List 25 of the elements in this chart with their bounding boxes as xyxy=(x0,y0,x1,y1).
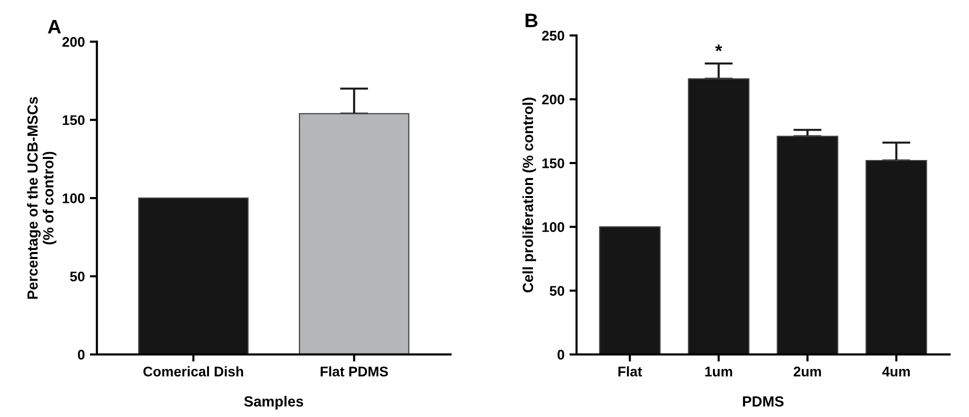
y-tick-label: 200 xyxy=(62,37,85,47)
x-tick-label: Comerical Dish xyxy=(143,366,244,376)
y-tick-label: 0 xyxy=(78,350,85,360)
y-tick-label: 150 xyxy=(542,158,564,168)
y-tick-label: 50 xyxy=(550,286,564,296)
x-tick-label: Flat PDMS xyxy=(320,366,388,376)
y-tick-label: 100 xyxy=(62,193,85,204)
chart-title: A xyxy=(48,20,61,34)
annotation: * xyxy=(715,44,722,52)
x-axis-title: Samples xyxy=(244,396,304,410)
bar xyxy=(599,226,661,354)
x-axis-title: PDMS xyxy=(742,396,784,407)
y-tick-label: 200 xyxy=(542,94,564,104)
y-tick-label: 100 xyxy=(542,222,564,232)
y-axis-title: Cell proliferation (% control) xyxy=(522,98,536,292)
y-tick-label: 50 xyxy=(70,272,85,282)
x-tick-label: 1um xyxy=(705,366,732,376)
y-axis-title: Percentage of the UCB-MSCs (% of control) xyxy=(27,96,56,299)
y-tick-label: 150 xyxy=(62,115,85,126)
y-tick-label: 0 xyxy=(558,350,564,360)
y-tick-label: 250 xyxy=(542,30,564,41)
chart-title: B xyxy=(526,14,538,28)
x-tick-label: 4um xyxy=(882,366,910,376)
x-tick-label: Flat xyxy=(618,366,642,376)
x-tick-label: 2um xyxy=(794,366,821,376)
